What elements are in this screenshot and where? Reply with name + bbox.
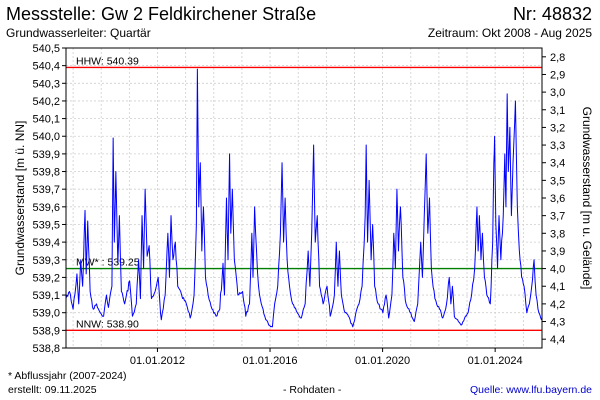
- left-axis-label: Grundwasserstand [m ü. NN]: [13, 121, 27, 276]
- x-axis-ticks: 01.01.2012 01.01.2016 01.01.2020 01.01.2024: [130, 348, 523, 367]
- y-tick-label: 539,5: [32, 219, 60, 231]
- y2-tick-label: 3,0: [550, 87, 565, 99]
- y2-tick-label: 3,1: [550, 105, 565, 117]
- x-tick-label: 01.01.2020: [355, 355, 410, 367]
- left-axis-ticks: 538,8 538,9 539,0 539,1 539,2 539,3 539,4 539,5…: [32, 43, 66, 355]
- right-axis-label: Grundwasserstand [m u. Gelände]: [580, 107, 594, 290]
- y-tick-label: 539,0: [32, 308, 60, 320]
- raw-data-note: - Rohdaten -: [283, 384, 342, 396]
- y-tick-label: 539,8: [32, 167, 60, 179]
- y-tick-label: 540,1: [32, 114, 60, 126]
- x-tick-label: 01.01.2024: [468, 355, 523, 367]
- y-tick-label: 539,7: [32, 184, 60, 196]
- reference-label: MW* : 539.25: [76, 257, 140, 269]
- station-title: Messstelle: Gw 2 Feldkirchener Straße: [6, 4, 317, 24]
- x-tick-label: 01.01.2012: [130, 355, 185, 367]
- y-tick-label: 539,1: [32, 290, 60, 302]
- y-tick-label: 540,5: [32, 43, 60, 55]
- y-tick-label: 540,0: [32, 131, 60, 143]
- y2-tick-label: 4,4: [550, 334, 565, 346]
- y2-tick-label: 4,0: [550, 264, 565, 276]
- y2-tick-label: 4,3: [550, 317, 565, 329]
- y-tick-label: 539,2: [32, 272, 60, 284]
- y-tick-label: 540,3: [32, 78, 60, 90]
- y-tick-label: 538,9: [32, 325, 60, 337]
- footnote-runoff-year: * Abflussjahr (2007-2024): [8, 370, 127, 382]
- aquifer-label: Grundwasserleiter: Quartär: [6, 26, 151, 40]
- y2-tick-label: 3,6: [550, 193, 565, 205]
- y-tick-label: 539,4: [32, 237, 60, 249]
- reference-label: NNW: 538.90: [76, 318, 139, 330]
- y-tick-label: 539,6: [32, 202, 60, 214]
- right-axis-ticks: 2,8 2,9 3,0 3,1 3,2 3,3 3,4 3,5 3,6 3,7 3,8 3,9 4,0 4…: [542, 52, 565, 346]
- source-link[interactable]: Quelle: www.lfu.bayern.de: [470, 384, 592, 396]
- y2-tick-label: 3,5: [550, 175, 565, 187]
- y2-tick-label: 3,4: [550, 158, 565, 170]
- y2-tick-label: 3,8: [550, 228, 565, 240]
- plot-area: [66, 48, 542, 348]
- y2-tick-label: 3,3: [550, 140, 565, 152]
- y-tick-label: 538,8: [32, 343, 60, 355]
- reference-lines: HHW: 540.39 MW* : 539.25 NNW: 538.90: [66, 55, 542, 332]
- station-number: Nr: 48832: [512, 4, 592, 24]
- y2-tick-label: 2,9: [550, 69, 565, 81]
- groundwater-level-line: [65, 68, 543, 328]
- reference-label: HHW: 540.39: [76, 55, 139, 67]
- y2-tick-label: 4,1: [550, 281, 565, 293]
- created-date: erstellt: 09.11.2025: [8, 384, 97, 396]
- y-tick-label: 539,3: [32, 255, 60, 267]
- grid: [66, 48, 542, 348]
- y2-tick-label: 3,9: [550, 246, 565, 258]
- y-tick-label: 540,4: [32, 61, 60, 73]
- y2-tick-label: 3,2: [550, 122, 565, 134]
- y2-tick-label: 2,8: [550, 52, 565, 64]
- period-label: Zeitraum: Okt 2008 - Aug 2025: [427, 26, 592, 40]
- series-group: [65, 68, 543, 328]
- y-tick-label: 540,2: [32, 96, 60, 108]
- x-tick-label: 01.01.2016: [242, 355, 297, 367]
- y-tick-label: 539,9: [32, 149, 60, 161]
- y2-tick-label: 3,7: [550, 211, 565, 223]
- y2-tick-label: 4,2: [550, 299, 565, 311]
